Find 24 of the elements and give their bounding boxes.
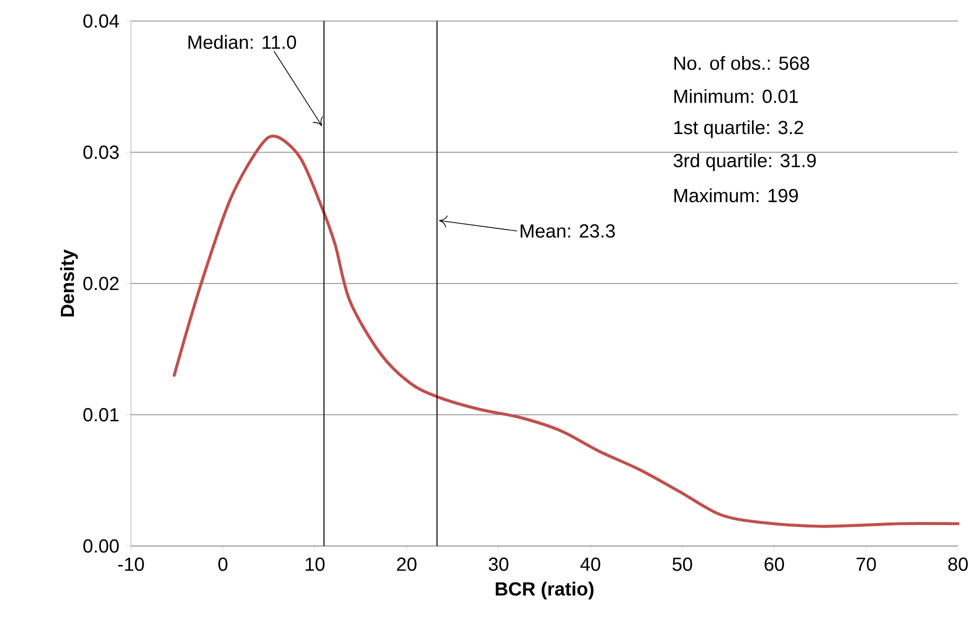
x-tick-label: 30	[488, 558, 508, 571]
annotation: 3rd quartile: 31.9	[674, 153, 816, 172]
x-tick-label: 20	[397, 558, 416, 571]
y-tick-label: 0.03	[83, 146, 119, 159]
x-tick-label: -10	[118, 558, 144, 571]
annotation: 1st quartile: 3.2	[674, 120, 804, 138]
x-axis-title: BCR (ratio)	[496, 582, 594, 600]
annotation: Minimum: 0.01	[674, 89, 798, 104]
x-tick-label: 10	[306, 558, 325, 571]
x-tick-label: 40	[580, 558, 600, 571]
ref-line-label: Median: 11.0	[188, 35, 296, 49]
x-tick-label: 80	[948, 558, 968, 571]
annotation: No. of obs.: 568	[674, 56, 810, 70]
x-tick-label: 60	[764, 558, 784, 571]
ref-line-label: Mean: 23.3	[520, 224, 615, 238]
x-tick-label: 0	[218, 558, 228, 571]
x-tick-label: 50	[672, 558, 692, 571]
y-tick-label: 0.00	[83, 539, 119, 553]
y-tick-label: 0.01	[83, 408, 119, 422]
y-axis-title: Density	[60, 249, 78, 316]
annotation: Maximum: 199	[674, 188, 798, 202]
y-tick-label: 0.02	[83, 276, 119, 290]
y-tick-label: 0.04	[83, 14, 119, 28]
x-tick-label: 70	[856, 558, 876, 571]
